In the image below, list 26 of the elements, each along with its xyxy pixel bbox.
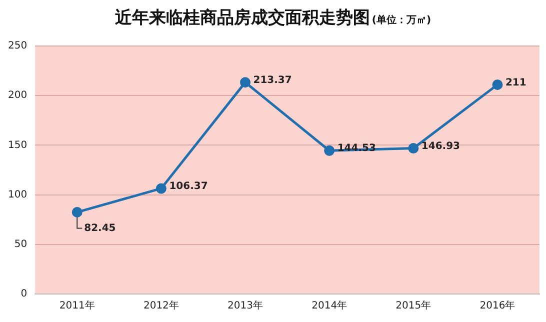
x-tick-label: 2016年 — [480, 300, 516, 312]
point — [408, 142, 419, 154]
data-label: 146.93 — [421, 140, 460, 152]
data-label: 106.37 — [169, 181, 208, 192]
y-tick-label: 200 — [8, 90, 28, 102]
data-label: 213.37 — [253, 74, 292, 86]
x-tick-label: 2014年 — [312, 300, 348, 312]
y-tick-label: 50 — [14, 238, 28, 250]
y-tick-label: 100 — [8, 189, 28, 200]
x-tick-label: 2012年 — [143, 300, 179, 312]
chart-title: 近年来临桂商品房成交面积走势图 — [114, 8, 370, 28]
point — [72, 206, 82, 218]
y-tick-label: 150 — [8, 140, 28, 151]
chart-subtitle: (单位：万㎡) — [372, 15, 432, 26]
y-tick-label: 250 — [8, 40, 28, 52]
point — [324, 145, 335, 156]
point — [240, 77, 251, 88]
data-label: 82.45 — [84, 222, 116, 234]
x-tick-label: 2011年 — [59, 300, 95, 312]
x-tick-label: 2013年 — [228, 300, 263, 312]
point — [492, 79, 503, 90]
y-tick-label: 0 — [20, 288, 28, 300]
data-label: 211 — [505, 77, 526, 88]
data-label: 144.53 — [337, 143, 376, 154]
x-tick-label: 2015年 — [396, 300, 432, 312]
point — [156, 183, 166, 194]
